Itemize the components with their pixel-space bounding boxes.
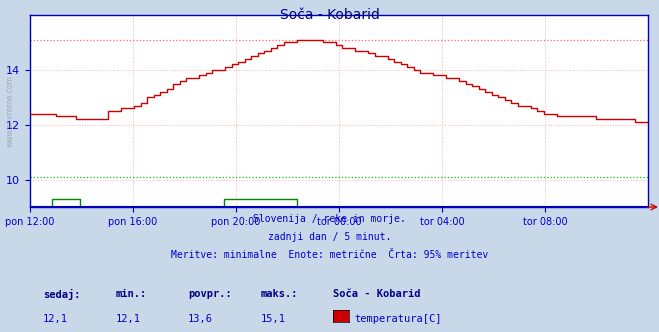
Text: 12,1: 12,1 [43, 314, 68, 324]
Text: min.:: min.: [115, 289, 146, 299]
Text: sedaj:: sedaj: [43, 289, 80, 300]
Text: 12,1: 12,1 [115, 314, 140, 324]
Text: zadnji dan / 5 minut.: zadnji dan / 5 minut. [268, 232, 391, 242]
Text: maks.:: maks.: [260, 289, 298, 299]
Text: 13,6: 13,6 [188, 314, 213, 324]
Text: 15,1: 15,1 [260, 314, 285, 324]
Text: povpr.:: povpr.: [188, 289, 231, 299]
Text: Meritve: minimalne  Enote: metrične  Črta: 95% meritev: Meritve: minimalne Enote: metrične Črta:… [171, 250, 488, 260]
Text: Soča - Kobarid: Soča - Kobarid [333, 289, 420, 299]
Text: Soča - Kobarid: Soča - Kobarid [279, 8, 380, 22]
Text: temperatura[C]: temperatura[C] [355, 314, 442, 324]
Text: Slovenija / reke in morje.: Slovenija / reke in morje. [253, 213, 406, 224]
Text: www.si-vreme.com: www.si-vreme.com [5, 75, 14, 147]
